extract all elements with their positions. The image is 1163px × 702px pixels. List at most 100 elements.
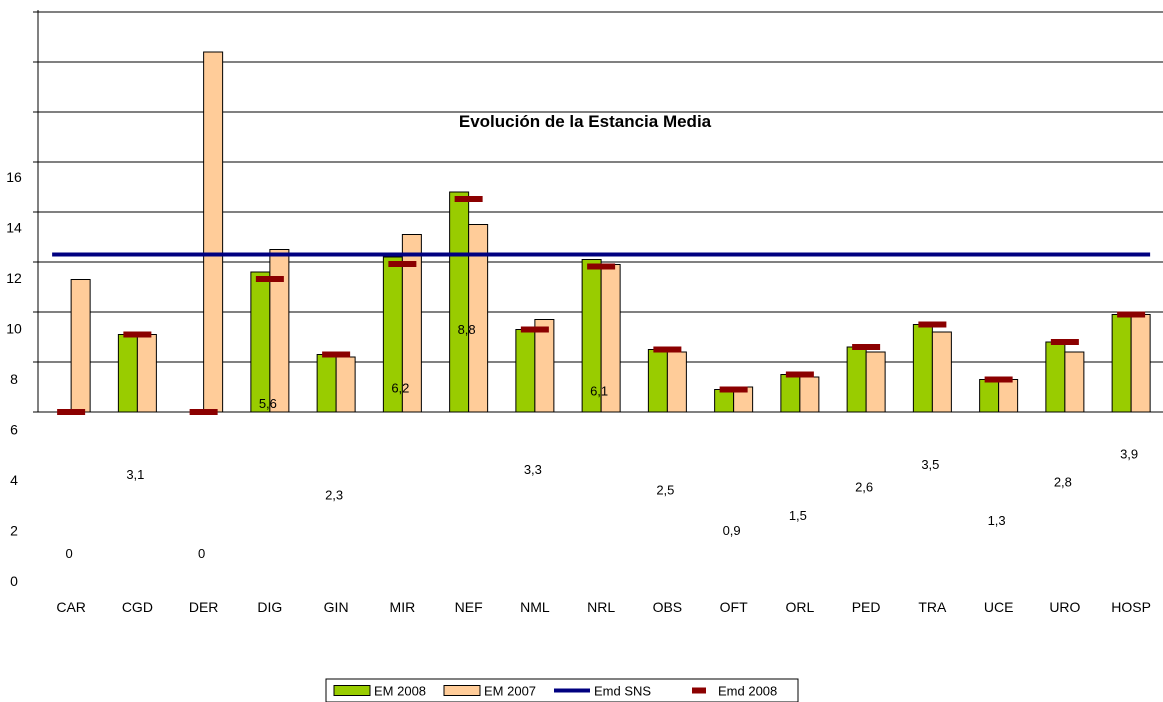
marker-emd-2008 — [454, 196, 483, 202]
bar-em-2007 — [1130, 314, 1151, 413]
x-tick-label: DER — [189, 599, 219, 615]
data-label: 0 — [66, 546, 73, 561]
bar-em-2007 — [998, 379, 1019, 413]
bar-em-2008 — [316, 354, 337, 413]
data-label: 1,3 — [988, 513, 1006, 528]
marker-emd-2008 — [918, 321, 947, 328]
bar-em-2008 — [117, 334, 138, 413]
y-tick-labels: 0 2 4 6 8 10 12 14 16 — [6, 169, 22, 589]
data-label: 2,8 — [1054, 475, 1072, 490]
x-tick-label: UCE — [984, 599, 1014, 615]
legend: EM 2008 EM 2007 Emd SNS Emd 2008 — [325, 678, 799, 702]
axes — [33, 10, 39, 413]
marker-emd-2008 — [322, 351, 351, 358]
marker-emd-2008 — [1117, 311, 1146, 318]
data-label: 6,2 — [391, 381, 409, 396]
legend-label: EM 2007 — [484, 684, 536, 699]
bar-em-2008 — [1045, 341, 1066, 413]
data-label: 1,5 — [789, 508, 807, 523]
bar-em-2007 — [203, 51, 224, 413]
x-tick-label: NML — [520, 599, 550, 615]
x-tick-label: TRA — [918, 599, 947, 615]
data-label: 3,3 — [524, 462, 542, 477]
marker-emd-2008 — [984, 376, 1013, 383]
x-tick-label: CGD — [122, 599, 153, 615]
y-tick-label: 12 — [6, 270, 22, 286]
data-label: 2,5 — [656, 482, 674, 497]
y-tick-label: 6 — [10, 422, 18, 438]
legend-swatch — [333, 685, 371, 696]
legend-label: Emd SNS — [594, 684, 651, 699]
y-tick-label: 14 — [6, 220, 22, 236]
bar-em-2007 — [401, 234, 422, 413]
data-label: 3,9 — [1120, 447, 1138, 462]
y-tick-label: 8 — [10, 371, 18, 387]
marker-emd-2008 — [123, 331, 152, 338]
bar-em-2008 — [714, 389, 735, 413]
bars — [70, 51, 1151, 413]
x-tick-labels: CAR CGD DER DIG GIN MIR NEF NML NRL OBS OFT ORL PED T… — [56, 599, 1151, 615]
marker-emd-2008 — [587, 263, 616, 270]
bar-em-2007 — [136, 334, 157, 413]
data-label: 2,3 — [325, 487, 343, 502]
bar-em-2008 — [647, 349, 668, 413]
marker-emd-2008 — [719, 386, 748, 393]
data-label: 5,6 — [259, 396, 277, 411]
data-label: 3,5 — [921, 457, 939, 472]
x-tick-label: CAR — [56, 599, 86, 615]
data-label: 6,1 — [590, 383, 608, 398]
x-tick-label: OFT — [720, 599, 748, 615]
emd-2008-markers — [57, 196, 1146, 415]
marker-emd-2008 — [785, 371, 814, 378]
marker-emd-2008 — [520, 326, 549, 333]
marker-emd-2008 — [57, 409, 86, 415]
x-tick-label: NRL — [587, 599, 615, 615]
data-labels: 0 3,1 0 5,6 2,3 6,2 8,8 3,3 6,1 2,5 0,9 1,5 2,6 3,5 1,… — [66, 322, 1139, 561]
marker-emd-2008 — [852, 344, 881, 350]
marker-emd-2008 — [189, 409, 218, 415]
x-tick-label: OBS — [653, 599, 683, 615]
bar-em-2008 — [449, 191, 470, 413]
y-tick-label: 2 — [10, 523, 18, 539]
y-tick-label: 10 — [6, 321, 22, 337]
marker-emd-2008 — [388, 261, 417, 267]
bar-em-2007 — [335, 356, 356, 413]
legend-label: EM 2008 — [374, 684, 426, 699]
x-tick-label: MIR — [390, 599, 416, 615]
marker-emd-2008 — [255, 276, 284, 282]
bar-em-2008 — [515, 329, 536, 413]
marker-emd-2008 — [1050, 339, 1079, 345]
x-tick-label: NEF — [455, 599, 483, 615]
chart-title: Evolución de la Estancia Media — [459, 112, 712, 131]
bar-em-2007 — [269, 249, 290, 413]
x-tick-label: ORL — [785, 599, 814, 615]
bar-em-2007 — [931, 331, 952, 413]
bar-em-2008 — [846, 346, 867, 413]
x-tick-label: DIG — [257, 599, 282, 615]
x-tick-label: GIN — [324, 599, 349, 615]
data-label: 8,8 — [458, 322, 476, 337]
legend-label: Emd 2008 — [718, 684, 777, 699]
data-label: 0,9 — [723, 523, 741, 538]
legend-swatch — [443, 685, 481, 696]
y-tick-label: 0 — [10, 573, 18, 589]
bar-em-2007 — [468, 224, 489, 413]
data-label: 0 — [198, 546, 205, 561]
data-label: 3,1 — [126, 467, 144, 482]
bar-em-2008 — [912, 324, 933, 413]
x-tick-label: URO — [1049, 599, 1080, 615]
x-tick-label: HOSP — [1111, 599, 1151, 615]
data-label: 2,6 — [855, 480, 873, 495]
y-tick-label: 4 — [10, 472, 18, 488]
bar-em-2007 — [534, 319, 555, 413]
bar-em-2007 — [70, 279, 91, 413]
bar-em-2007 — [865, 351, 886, 413]
y-tick-label: 16 — [6, 169, 22, 185]
bar-em-2007 — [666, 351, 687, 413]
bar-em-2008 — [250, 271, 271, 413]
bar-em-2007 — [1064, 351, 1085, 413]
legend-swatch — [692, 687, 706, 694]
bar-em-2008 — [1111, 314, 1132, 413]
gridlines — [38, 11, 1163, 413]
